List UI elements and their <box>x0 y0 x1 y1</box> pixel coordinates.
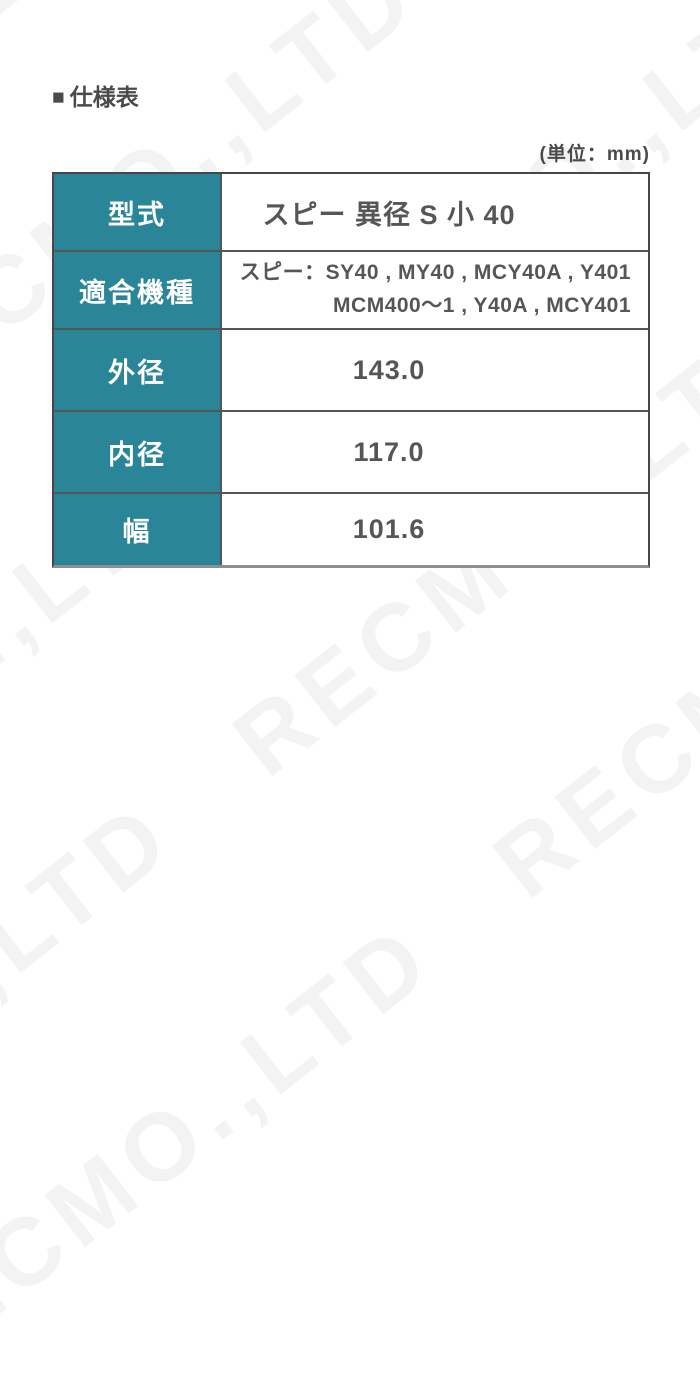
row-value-compatible-models: スピー：SY40 , MY40 , MCY40A , Y401 MCM400～1… <box>222 252 648 328</box>
compatible-models-line-2: MCM400～1 , Y40A , MCY401 <box>333 294 631 317</box>
row-value-model: スピー 異径 S 小 40 <box>222 174 648 250</box>
spec-page: ■ 仕様表 (単位：mm) 型式 スピー 異径 S 小 40 適合機種 スピー：… <box>52 84 650 568</box>
row-label-width: 幅 <box>54 494 220 565</box>
spec-table: 型式 スピー 異径 S 小 40 適合機種 スピー：SY40 , MY40 , … <box>52 172 650 568</box>
row-value-outer-diameter: 143.0 <box>222 330 648 410</box>
unit-label: (単位：mm) <box>539 144 650 165</box>
row-label-outer-diameter: 外径 <box>54 330 220 410</box>
row-label-compatible-models: 適合機種 <box>54 252 220 328</box>
watermark-text: RECMO.,LTD <box>0 779 194 1290</box>
row-value-inner-diameter: 117.0 <box>222 412 648 492</box>
row-label-model: 型式 <box>54 174 220 250</box>
compatible-models-line-1: スピー：SY40 , MY40 , MCY40A , Y401 <box>239 261 631 285</box>
section-marker-icon: ■ <box>52 86 65 110</box>
section-header: ■ 仕様表 <box>52 84 139 112</box>
row-value-width: 101.6 <box>222 494 648 565</box>
row-label-inner-diameter: 内径 <box>54 412 220 492</box>
watermark-text: RECMO.,LTD <box>0 901 454 1400</box>
page-title: 仕様表 <box>69 84 139 110</box>
